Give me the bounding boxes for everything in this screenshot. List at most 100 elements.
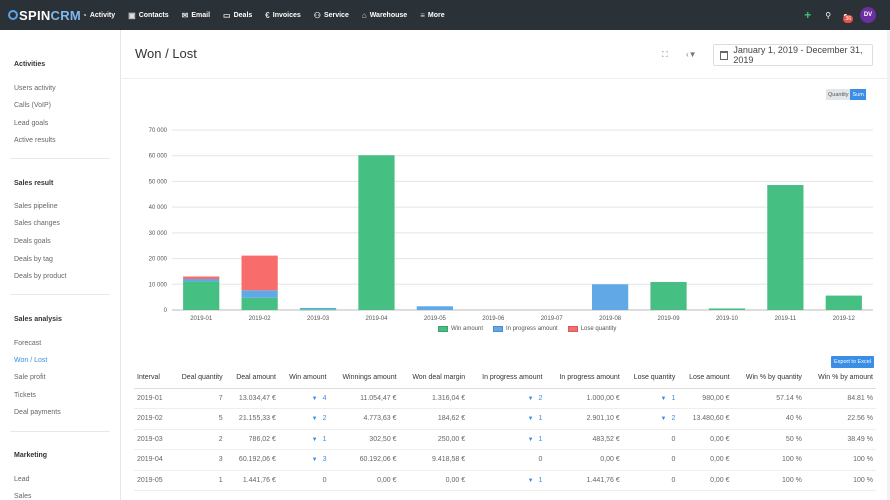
bar-lose-quantity-2019-02[interactable] — [241, 255, 278, 291]
chevron-down-icon: ▼ — [660, 395, 667, 402]
table-cell: 4.773,63 € — [329, 408, 400, 430]
sidebar-item-sales-pipeline[interactable]: Sales pipeline — [14, 203, 58, 210]
contacts-icon: ▣ — [128, 10, 136, 20]
expandable-count[interactable]: 2 — [538, 394, 543, 402]
user-avatar[interactable]: DV — [860, 7, 876, 23]
sidebar-item-lead[interactable]: Lead — [14, 476, 30, 483]
legend-item[interactable]: Lose quantity — [567, 326, 616, 332]
sidebar-item-sales-changes[interactable]: Sales changes — [14, 220, 60, 227]
sidebar-item-deals-by-tag[interactable]: Deals by tag — [14, 256, 53, 263]
nav-contacts[interactable]: ▣ Contacts — [128, 11, 169, 20]
bar-win-amount-2019-12[interactable] — [825, 295, 862, 310]
table-cell[interactable]: ▼ 1 — [622, 388, 679, 409]
bar-in-progress-amount-2019-02[interactable] — [241, 290, 278, 298]
column-header[interactable]: Interval — [134, 368, 171, 389]
table-cell: 2.901,10 € — [545, 408, 623, 430]
bar-win-amount-2019-01[interactable] — [183, 281, 220, 310]
sidebar-section-title: Sales result — [14, 180, 54, 187]
nav-more[interactable]: ≡ More — [420, 11, 444, 20]
legend-item[interactable]: Win amount — [438, 326, 483, 332]
bar-in-progress-amount-2019-08[interactable] — [592, 284, 629, 310]
column-header[interactable]: Win % by quantity — [732, 368, 805, 389]
bar-lose-quantity-2019-01[interactable] — [183, 276, 220, 280]
column-header[interactable]: Win % by amount — [804, 368, 876, 389]
nav-activity[interactable]: ◔ Activity — [82, 11, 115, 20]
nav-deals[interactable]: ▭ Deals — [223, 11, 252, 20]
notifications-bell-icon[interactable]: ●36 — [843, 11, 853, 23]
sidebar-item-sales[interactable]: Sales — [14, 493, 32, 500]
sidebar-item-calls-voip[interactable]: Calls (VoIP) — [14, 102, 51, 109]
column-header[interactable]: In progress amount — [468, 368, 546, 389]
table-cell[interactable]: ▼ 3 — [278, 449, 330, 471]
nav-warehouse[interactable]: ⌂ Warehouse — [362, 11, 407, 20]
table-cell: 0,00 € — [678, 470, 733, 491]
column-header[interactable]: Lose amount — [678, 368, 733, 389]
sum-toggle-button[interactable]: Sum — [850, 89, 866, 100]
nav-invoices[interactable]: € Invoices — [265, 11, 300, 20]
column-header[interactable]: In progress amount — [545, 368, 623, 389]
table-cell[interactable]: ▼ 4 — [278, 388, 330, 409]
y-tick-label: 30 000 — [149, 231, 168, 237]
sidebar-item-deal-payments[interactable]: Deal payments — [14, 409, 61, 416]
sidebar-item-lead-goals[interactable]: Lead goals — [14, 120, 49, 127]
table-cell[interactable]: ▼ 2 — [278, 408, 330, 430]
sidebar-item-deals-by-product[interactable]: Deals by product — [14, 273, 67, 280]
dashboard-icon: ◔ — [82, 10, 87, 20]
nav-service[interactable]: ⚇ Service — [314, 11, 349, 20]
add-icon[interactable]: + — [804, 8, 812, 22]
table-cell: 1.441,76 € — [545, 470, 623, 491]
bar-win-amount-2019-10[interactable] — [708, 308, 746, 310]
bar-in-progress-amount-2019-05[interactable] — [416, 306, 453, 310]
chevron-down-icon: ▼ — [311, 457, 318, 464]
expandable-count[interactable]: 1 — [671, 394, 676, 402]
expandable-count[interactable]: 3 — [322, 456, 327, 464]
bar-win-amount-2019-04[interactable] — [358, 155, 395, 310]
column-header[interactable]: Lose quantity — [622, 368, 679, 389]
column-header[interactable]: Won deal margin — [399, 368, 469, 389]
expandable-count[interactable]: 1 — [538, 435, 543, 443]
search-icon[interactable]: ⚲ — [825, 10, 832, 20]
column-header[interactable]: Deal quantity — [170, 368, 226, 389]
nav-email[interactable]: ✉ Email — [182, 11, 210, 20]
expandable-count[interactable]: 4 — [322, 394, 327, 402]
column-header[interactable]: Deal amount — [225, 368, 279, 389]
export-to-excel-button[interactable]: Export to Excel — [831, 356, 874, 368]
sidebar-item-sale-profit[interactable]: Sale profit — [14, 374, 46, 381]
column-header[interactable]: Win amount — [278, 368, 330, 389]
bar-win-amount-2019-11[interactable] — [767, 185, 804, 310]
spincrm-logo[interactable]: SPIN CRM — [0, 8, 82, 23]
legend-item[interactable]: In progress amount — [493, 326, 558, 332]
sidebar-item-won-lost[interactable]: Won / Lost — [14, 357, 48, 364]
sidebar-item-deals-goals[interactable]: Deals goals — [14, 238, 51, 245]
table-cell[interactable]: ▼ 1 — [468, 429, 546, 450]
bar-win-amount-2019-02[interactable] — [241, 297, 278, 310]
expandable-count[interactable]: 1 — [538, 476, 543, 484]
bar-in-progress-amount-2019-03[interactable] — [299, 307, 337, 310]
bar-win-amount-2019-09[interactable] — [650, 281, 687, 310]
sidebar-item-users-activity[interactable]: Users activity — [14, 85, 56, 92]
page-scrollbar[interactable] — [887, 30, 890, 500]
expandable-count[interactable]: 1 — [322, 435, 327, 443]
bar-in-progress-amount-2019-01[interactable] — [183, 279, 220, 282]
expandable-count[interactable]: 2 — [671, 415, 676, 423]
x-tick-label: 2019-02 — [249, 316, 272, 322]
table-cell: 0,00 € — [329, 470, 400, 491]
filter-icon[interactable]: ‹▼ — [686, 50, 697, 59]
table-cell[interactable]: ▼ 2 — [468, 388, 546, 409]
table-cell[interactable]: ▼ 2 — [622, 408, 679, 430]
expandable-count[interactable]: 1 — [538, 415, 543, 423]
column-header[interactable]: Winnings amount — [329, 368, 400, 389]
sidebar-item-forecast[interactable]: Forecast — [14, 340, 42, 347]
euro-icon: € — [265, 10, 270, 20]
date-range-picker[interactable]: January 1, 2019 - December 31, 2019 — [713, 44, 873, 66]
sidebar-item-active-results[interactable]: Active results — [14, 137, 56, 144]
bar-win-amount-2019-03[interactable] — [299, 309, 337, 311]
table-cell[interactable]: ▼ 1 — [468, 408, 546, 430]
table-cell[interactable]: ▼ 1 — [468, 470, 546, 491]
table-cell[interactable]: ▼ 1 — [278, 429, 330, 450]
quantity-toggle-button[interactable]: Quantity — [826, 89, 851, 100]
fullscreen-icon[interactable]: ⛶ — [662, 50, 668, 59]
sidebar-item-tickets[interactable]: Tickets — [14, 392, 36, 399]
expandable-count[interactable]: 2 — [322, 415, 327, 423]
table-cell: 100 % — [732, 449, 805, 471]
